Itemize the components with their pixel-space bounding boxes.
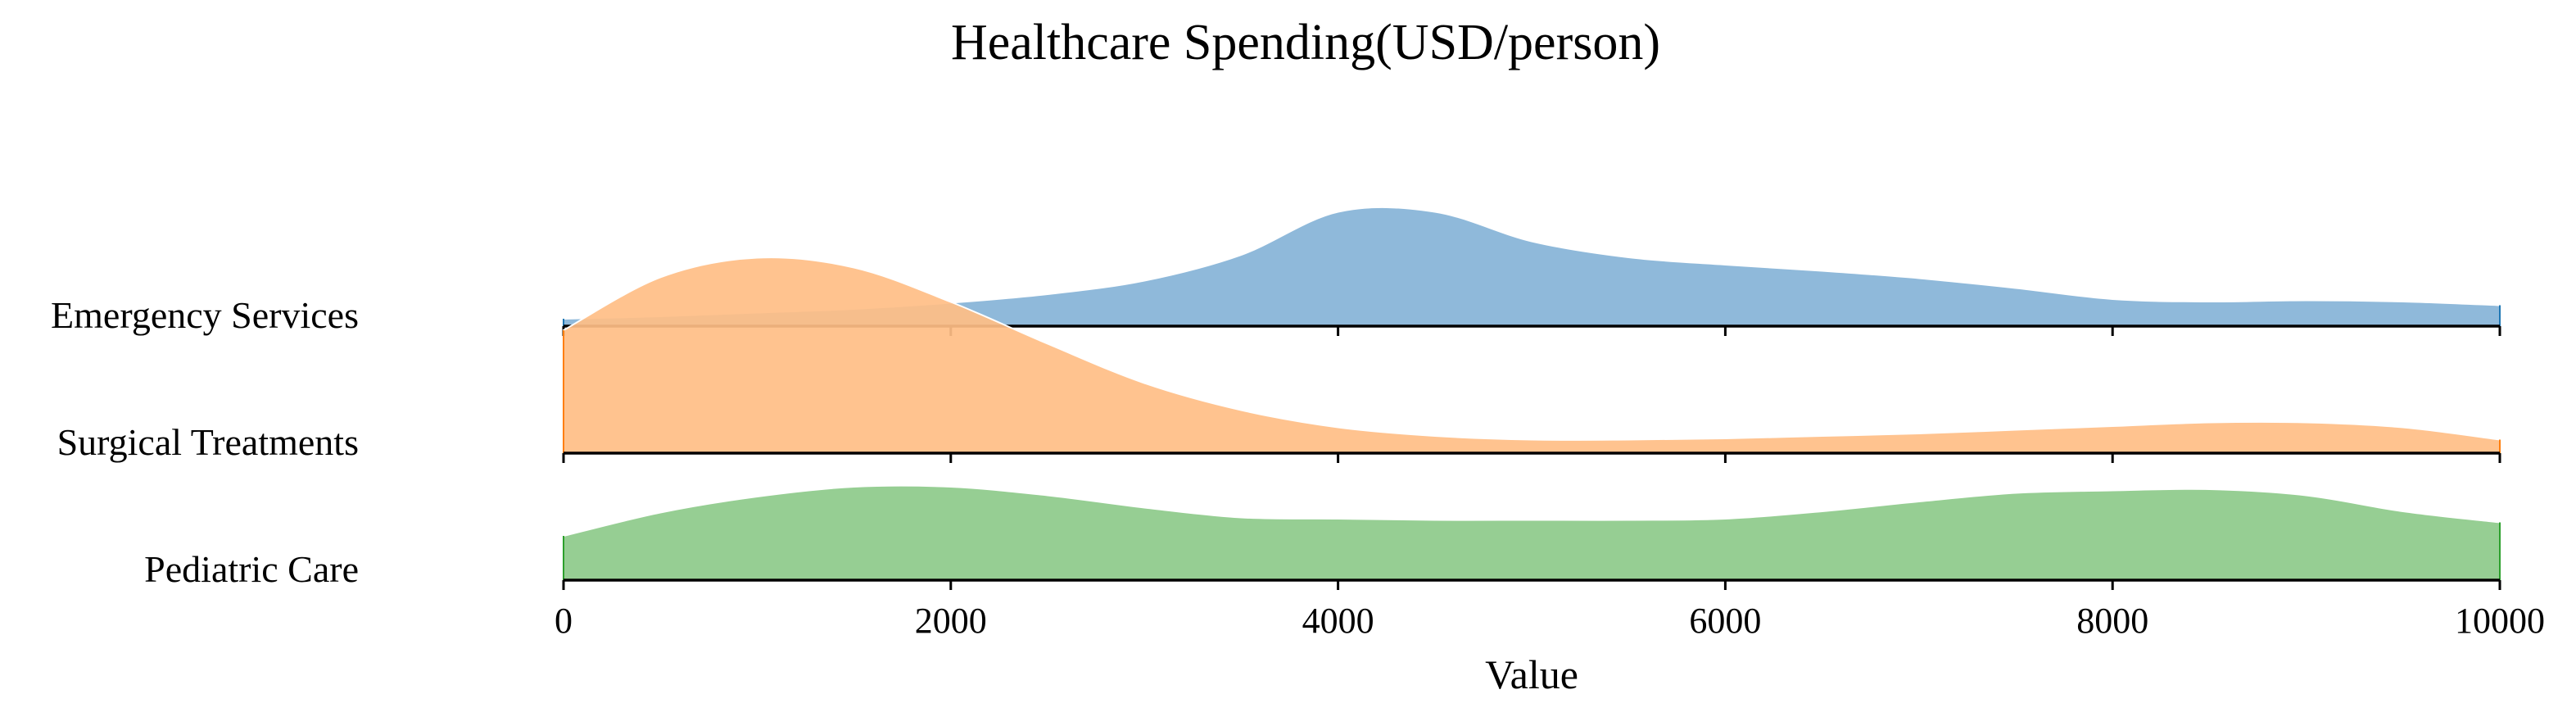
row-label-surgical-treatments: Surgical Treatments [57, 421, 359, 463]
x-tick-label: 0 [555, 601, 573, 641]
x-tick-label: 2000 [915, 601, 987, 641]
x-tick-label: 4000 [1302, 601, 1374, 641]
row-label-pediatric-care: Pediatric Care [144, 548, 359, 590]
row-label-emergency-services: Emergency Services [51, 294, 359, 336]
x-axis-title: Value [1485, 651, 1578, 697]
ridge-area-surgical-treatments [563, 256, 2501, 454]
x-tick-label: 6000 [1689, 601, 1761, 641]
ridge-layer: Emergency Services Surgical Treatments Ped… [51, 206, 2501, 590]
x-tick-label: 10000 [2455, 601, 2545, 641]
chart-title: Healthcare Spending(USD/person) [951, 15, 1660, 70]
x-axis: 0 2000 4000 6000 8000 10000 [555, 601, 2545, 641]
ridge-area-pediatric-care [563, 484, 2501, 581]
x-tick-label: 8000 [2076, 601, 2148, 641]
